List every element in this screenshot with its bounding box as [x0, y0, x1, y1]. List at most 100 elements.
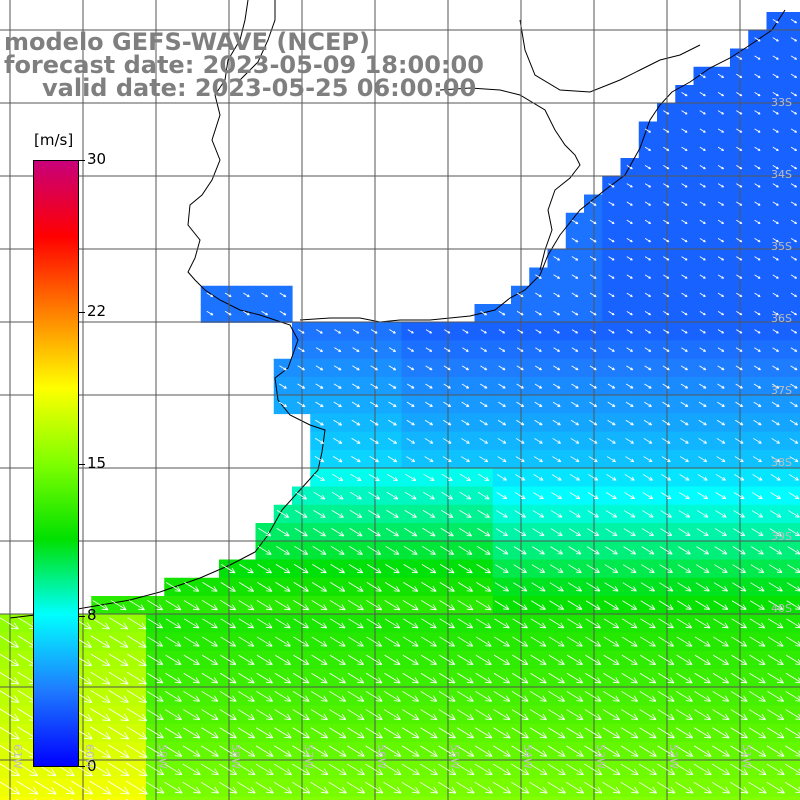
wind-arrow — [311, 636, 328, 647]
wind-arrow — [699, 329, 706, 334]
wind-speed-cell — [146, 796, 165, 800]
wind-arrow — [717, 110, 725, 115]
wind-speed-cell — [419, 796, 439, 800]
wind-arrow — [460, 456, 470, 463]
wind-arrow — [771, 456, 781, 463]
wind-arrow — [699, 311, 706, 316]
wind-arrow — [202, 582, 218, 592]
wind-arrow — [439, 564, 455, 574]
colorbar-tick-label: 0 — [87, 757, 97, 775]
wind-arrow — [530, 636, 547, 647]
wind-arrow — [644, 347, 652, 352]
wind-arrow — [424, 456, 434, 463]
wind-arrow — [607, 419, 616, 426]
wind-arrow — [294, 545, 309, 555]
wind-arrow — [402, 691, 420, 702]
wind-arrow — [516, 383, 524, 389]
wind-arrow — [387, 437, 397, 444]
wind-arrow — [420, 709, 438, 721]
wind-arrow — [293, 618, 309, 629]
wind-arrow — [699, 92, 706, 97]
wind-arrow — [315, 347, 323, 353]
wind-arrow — [514, 510, 526, 518]
wind-arrow — [384, 672, 401, 684]
wind-arrow — [790, 19, 798, 24]
wind-arrow — [694, 618, 711, 629]
wind-arrow — [534, 438, 543, 444]
wind-arrow — [333, 365, 342, 371]
wind-arrow — [0, 672, 20, 685]
wind-arrow — [220, 600, 237, 611]
wind-arrow — [790, 311, 798, 316]
wind-arrow — [369, 456, 379, 463]
wind-arrow — [498, 401, 506, 407]
wind-arrow — [644, 183, 652, 188]
wind-arrow — [443, 347, 451, 352]
wind-arrow — [547, 781, 566, 794]
wind-arrow — [626, 347, 633, 352]
wind-arrow — [367, 545, 382, 555]
wind-speed-cell — [784, 377, 800, 396]
wind-arrow — [568, 564, 582, 573]
wind-arrow — [663, 110, 670, 115]
wind-arrow — [239, 564, 254, 574]
wind-arrow — [274, 709, 292, 721]
wind-arrow — [642, 492, 654, 500]
wind-arrow — [479, 419, 488, 426]
wind-arrow — [424, 438, 434, 444]
wind-arrow — [256, 691, 274, 702]
wind-arrow — [716, 438, 726, 444]
wind-arrow — [292, 727, 310, 739]
wind-arrow — [334, 329, 342, 334]
wind-arrow — [772, 274, 779, 279]
wind-arrow — [588, 456, 598, 463]
wind-arrow — [767, 727, 785, 739]
wind-arrow — [625, 401, 634, 407]
wind-arrow — [585, 636, 602, 647]
wind-arrow — [713, 618, 729, 629]
wind-speed-cell — [784, 541, 800, 561]
wind-arrow — [754, 219, 761, 224]
wind-arrow — [278, 383, 287, 389]
wind-arrow — [790, 128, 798, 133]
wind-arrow — [256, 654, 273, 666]
wind-arrow — [126, 689, 148, 703]
wind-arrow — [407, 365, 415, 371]
wind-arrow — [330, 564, 345, 574]
wind-arrow — [350, 473, 362, 481]
wind-arrow — [535, 310, 542, 316]
wind-arrow — [699, 146, 706, 151]
wind-arrow — [641, 546, 655, 555]
wind-arrow — [479, 438, 488, 444]
wind-arrow — [497, 456, 507, 463]
wind-arrow — [517, 329, 524, 334]
wind-arrow — [494, 618, 510, 629]
wind-arrow — [147, 672, 164, 684]
wind-arrow — [694, 691, 712, 702]
wind-arrow — [679, 492, 690, 500]
wind-arrow — [456, 781, 475, 794]
wind-arrow — [734, 456, 744, 463]
wind-arrow — [444, 329, 451, 334]
wind-arrow — [420, 691, 438, 702]
wind-arrow — [790, 274, 798, 279]
wind-arrow — [661, 474, 672, 481]
wind-arrow — [771, 419, 780, 426]
wind-arrow — [713, 636, 729, 647]
wind-speed-cell — [784, 121, 800, 141]
wind-arrow — [644, 238, 652, 243]
wind-arrow — [712, 727, 730, 739]
wind-arrow — [713, 600, 729, 610]
wind-speed-cell — [784, 231, 800, 250]
wind-arrow — [644, 165, 652, 170]
wind-arrow — [402, 709, 420, 721]
wind-arrow — [383, 727, 402, 739]
wind-arrow — [369, 419, 379, 426]
wind-arrow — [659, 582, 674, 592]
wind-arrow — [275, 600, 291, 611]
wind-arrow — [642, 474, 653, 481]
wind-arrow — [420, 745, 438, 757]
wind-arrow — [605, 510, 618, 518]
wind-arrow — [608, 183, 615, 188]
wind-arrow — [492, 781, 512, 794]
